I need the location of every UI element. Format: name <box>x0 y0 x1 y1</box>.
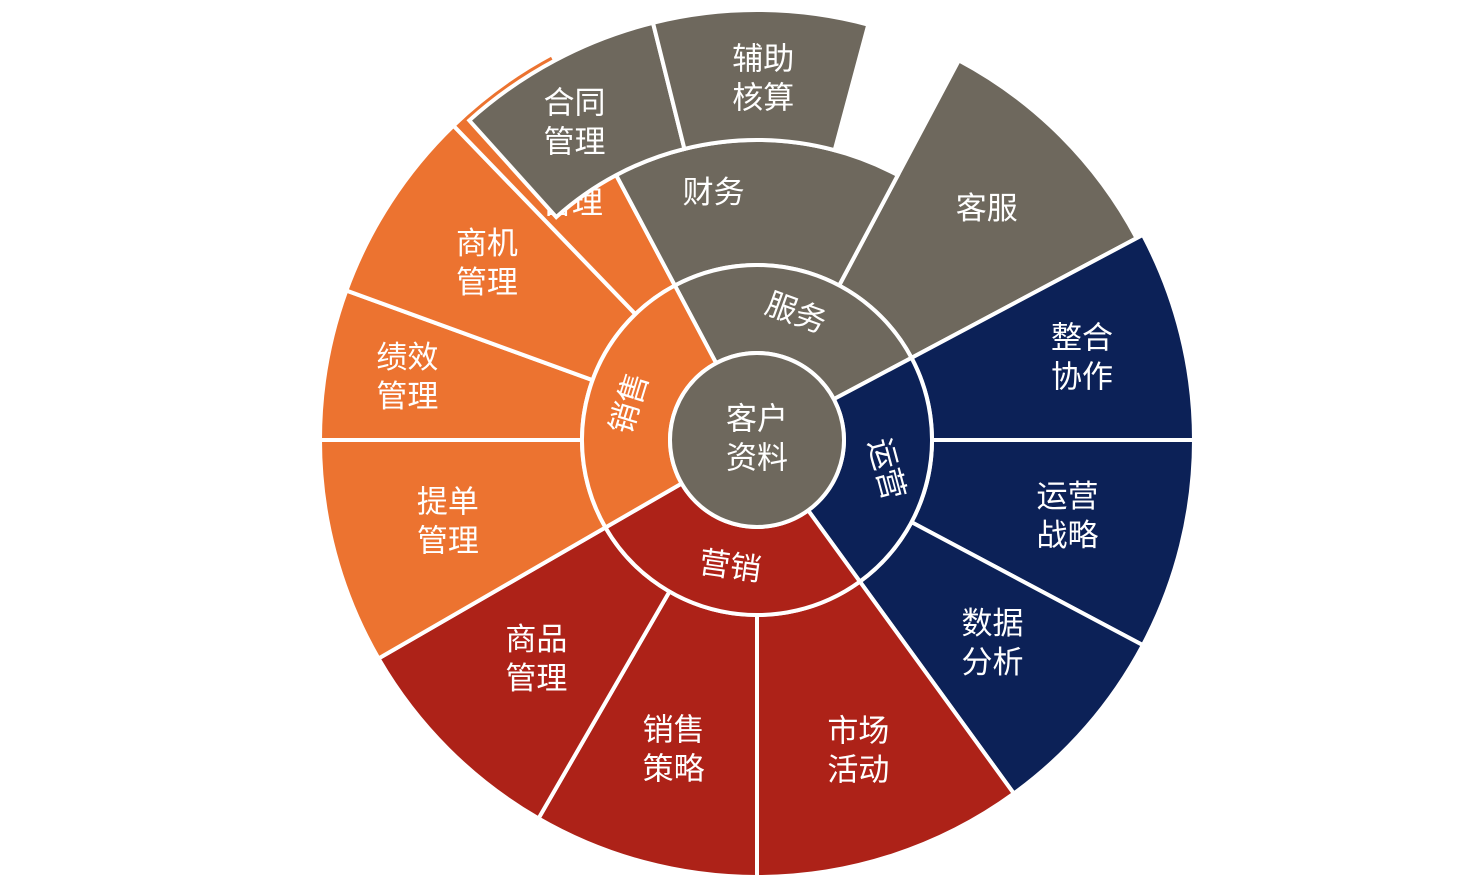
subsegment-label-1-line: 合同 <box>544 85 606 121</box>
outer-ring: 客服整合协作运营战略数据分析市场活动销售策略商品管理提单管理绩效管理商机管理线索… <box>317 8 1197 880</box>
segment-label-1: 客服 <box>956 191 1018 227</box>
segment-label-8: 提单管理 <box>417 484 479 559</box>
segment-label-5-line: 活动 <box>827 752 889 788</box>
segment-label-2-line: 整合 <box>1051 320 1113 356</box>
subsegment-label-2-line: 辅助 <box>732 41 794 77</box>
segment-label-7-line: 管理 <box>505 661 567 697</box>
segment-label-3-line: 战略 <box>1036 517 1098 553</box>
subsegment-2 <box>650 8 871 153</box>
segment-label-4-line: 分析 <box>961 645 1023 681</box>
segment-label-9-line: 绩效 <box>376 339 438 375</box>
segment-label-10-line: 商机 <box>456 226 518 262</box>
subsegment-label-1: 合同管理 <box>544 85 606 160</box>
segment-label-7: 商品管理 <box>505 622 567 697</box>
segment-label-6: 销售策略 <box>643 712 705 787</box>
segment-label-5: 市场活动 <box>827 713 889 788</box>
segment-label-8-line: 管理 <box>417 523 479 559</box>
center-hub: 客户资料 <box>668 351 846 529</box>
segment-label-12: 财务 <box>683 174 745 210</box>
category-label-marketing: 营销 <box>697 545 763 589</box>
segment-label-3-line: 运营 <box>1036 478 1098 514</box>
center-label-line: 资料 <box>726 440 788 476</box>
segment-label-8-line: 提单 <box>417 484 479 520</box>
segment-label-10: 商机管理 <box>456 226 518 301</box>
subsegment-label-1-line: 管理 <box>544 124 606 160</box>
center-label-line: 客户 <box>726 401 788 437</box>
segment-label-9: 绩效管理 <box>376 339 438 414</box>
segment-label-5-line: 市场 <box>827 713 889 749</box>
segment-label-3: 运营战略 <box>1036 478 1098 553</box>
center-circle <box>668 351 846 529</box>
segment-label-10-line: 管理 <box>456 265 518 301</box>
subsegment-label-2: 辅助核算 <box>732 41 794 116</box>
segment-label-1-line: 客服 <box>956 191 1018 227</box>
segment-label-2-line: 协作 <box>1051 359 1113 395</box>
center-label: 客户资料 <box>726 401 788 476</box>
segment-label-12-line: 财务 <box>683 174 745 210</box>
segment-label-9-line: 管理 <box>376 378 438 414</box>
segment-label-4: 数据分析 <box>961 606 1023 681</box>
subsegment-label-2-line: 核算 <box>732 80 794 116</box>
segment-label-4-line: 数据 <box>961 606 1023 642</box>
segment-label-6-line: 策略 <box>643 751 705 787</box>
segment-label-2: 整合协作 <box>1051 320 1113 395</box>
segment-label-6-line: 销售 <box>643 712 705 748</box>
segment-label-7-line: 商品 <box>505 622 567 658</box>
